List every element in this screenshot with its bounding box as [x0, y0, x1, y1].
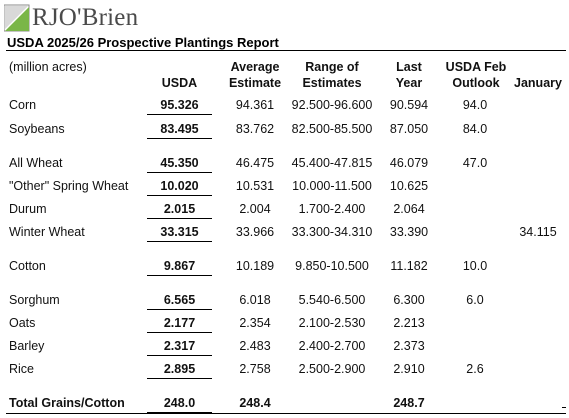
cell-average: 10.189: [235, 259, 275, 273]
report-title: USDA 2025/26 Prospective Plantings Repor…: [7, 35, 279, 50]
cell-range: 2.400-2.700: [298, 339, 366, 353]
cell-average: 2.354: [239, 316, 271, 330]
col-header-feb-outlook: USDA Feb Outlook: [440, 59, 512, 91]
cell-last-year: 46.079: [389, 156, 429, 170]
cell-usda: 2.177: [147, 315, 212, 333]
row-label: Sorghum: [9, 293, 60, 307]
cell-average: 46.475: [235, 156, 275, 170]
col-header-last-year-line2: Year: [395, 76, 423, 90]
row-label: Rice: [9, 362, 35, 376]
rjobrien-logo: RJO'Brien: [4, 3, 138, 33]
col-header-january: January: [514, 76, 562, 90]
cell-range: 82.500-85.500: [291, 122, 373, 136]
cell-usda: 45.350: [147, 155, 212, 173]
col-header-range: Range of Estimates: [288, 59, 376, 91]
row-label: Soybeans: [9, 122, 65, 136]
cell-average: 94.361: [235, 98, 275, 112]
col-header-feb-outlook-line1: USDA Feb: [445, 60, 507, 74]
cell-usda: 9.867: [147, 258, 212, 276]
total-divider: [6, 413, 566, 414]
cell-last-year: 90.594: [389, 98, 429, 112]
cell-last-year: 33.390: [389, 225, 429, 239]
row-label: Oats: [9, 316, 36, 330]
row-label: Durum: [9, 202, 47, 216]
col-header-average-line1: Average: [230, 60, 280, 74]
total-dash-mark: [562, 407, 566, 408]
cell-usda: 2.015: [147, 201, 212, 219]
col-header-usda: USDA: [161, 76, 198, 90]
cell-last-year: 6.300: [393, 293, 425, 307]
cell-usda: 10.020: [147, 178, 212, 196]
col-header-range-line2: Estimates: [302, 76, 362, 90]
cell-last-year: 2.910: [393, 362, 425, 376]
cell-range: 33.300-34.310: [291, 225, 373, 239]
cell-feb-outlook: 84.0: [462, 122, 488, 136]
cell-last-year: 2.213: [393, 316, 425, 330]
col-header-range-line1: Range of: [305, 60, 359, 74]
cell-range: 5.540-6.500: [298, 293, 366, 307]
row-label: Corn: [9, 98, 37, 112]
cell-last-year: 2.373: [393, 339, 425, 353]
cell-average: 33.966: [235, 225, 275, 239]
cell-feb-outlook: 10.0: [462, 259, 488, 273]
cell-feb-outlook: 2.6: [466, 362, 484, 376]
cell-last-year: 10.625: [389, 179, 429, 193]
cell-last-year: 2.064: [393, 202, 425, 216]
cell-feb-outlook: 6.0: [466, 293, 484, 307]
col-header-last-year: Last Year: [380, 59, 438, 91]
units-label: (million acres): [9, 60, 87, 74]
col-header-average-line2: Estimate: [228, 76, 282, 90]
cell-range: 2.500-2.900: [298, 362, 366, 376]
rjobrien-logo-mark-icon: [4, 4, 30, 32]
cell-range: 2.100-2.530: [298, 316, 366, 330]
cell-average: 2.483: [239, 339, 271, 353]
cell-feb-outlook: 94.0: [462, 98, 488, 112]
cell-average: 83.762: [235, 122, 275, 136]
cell-range: 9.850-10.500: [295, 259, 369, 273]
cell-feb-outlook: 47.0: [462, 156, 488, 170]
col-header-feb-outlook-line2: Outlook: [452, 76, 500, 90]
cell-range: 45.400-47.815: [291, 156, 373, 170]
cell-last-year: 87.050: [389, 122, 429, 136]
total-average: 248.4: [239, 396, 271, 410]
col-header-average: Average Estimate: [222, 59, 288, 91]
cell-average: 2.004: [239, 202, 271, 216]
logo-text: RJO'Brien: [32, 4, 139, 31]
row-label: Cotton: [9, 259, 46, 273]
cell-average: 6.018: [239, 293, 271, 307]
cell-usda: 33.315: [147, 224, 212, 242]
cell-average: 2.758: [239, 362, 271, 376]
row-label: Barley: [9, 339, 45, 353]
cell-usda: 2.317: [147, 338, 212, 356]
row-label: Winter Wheat: [9, 225, 85, 239]
cell-usda: 83.495: [147, 121, 212, 139]
cell-usda: 95.326: [147, 97, 212, 115]
cell-range: 10.000-11.500: [292, 179, 372, 193]
cell-average: 10.531: [235, 179, 275, 193]
row-label: "Other" Spring Wheat: [9, 179, 129, 193]
cell-january: 34.115: [519, 225, 557, 239]
row-label: All Wheat: [9, 156, 63, 170]
cell-last-year: 11.182: [390, 259, 428, 273]
total-label: Total Grains/Cotton: [9, 396, 125, 410]
cell-range: 92.500-96.600: [291, 98, 373, 112]
title-divider: [6, 50, 566, 51]
col-header-last-year-line1: Last: [396, 60, 422, 74]
total-last-year: 248.7: [393, 396, 425, 410]
cell-usda: 2.895: [147, 361, 212, 379]
cell-usda: 6.565: [147, 292, 212, 310]
total-usda: 248.0: [147, 395, 212, 413]
cell-range: 1.700-2.400: [298, 202, 366, 216]
